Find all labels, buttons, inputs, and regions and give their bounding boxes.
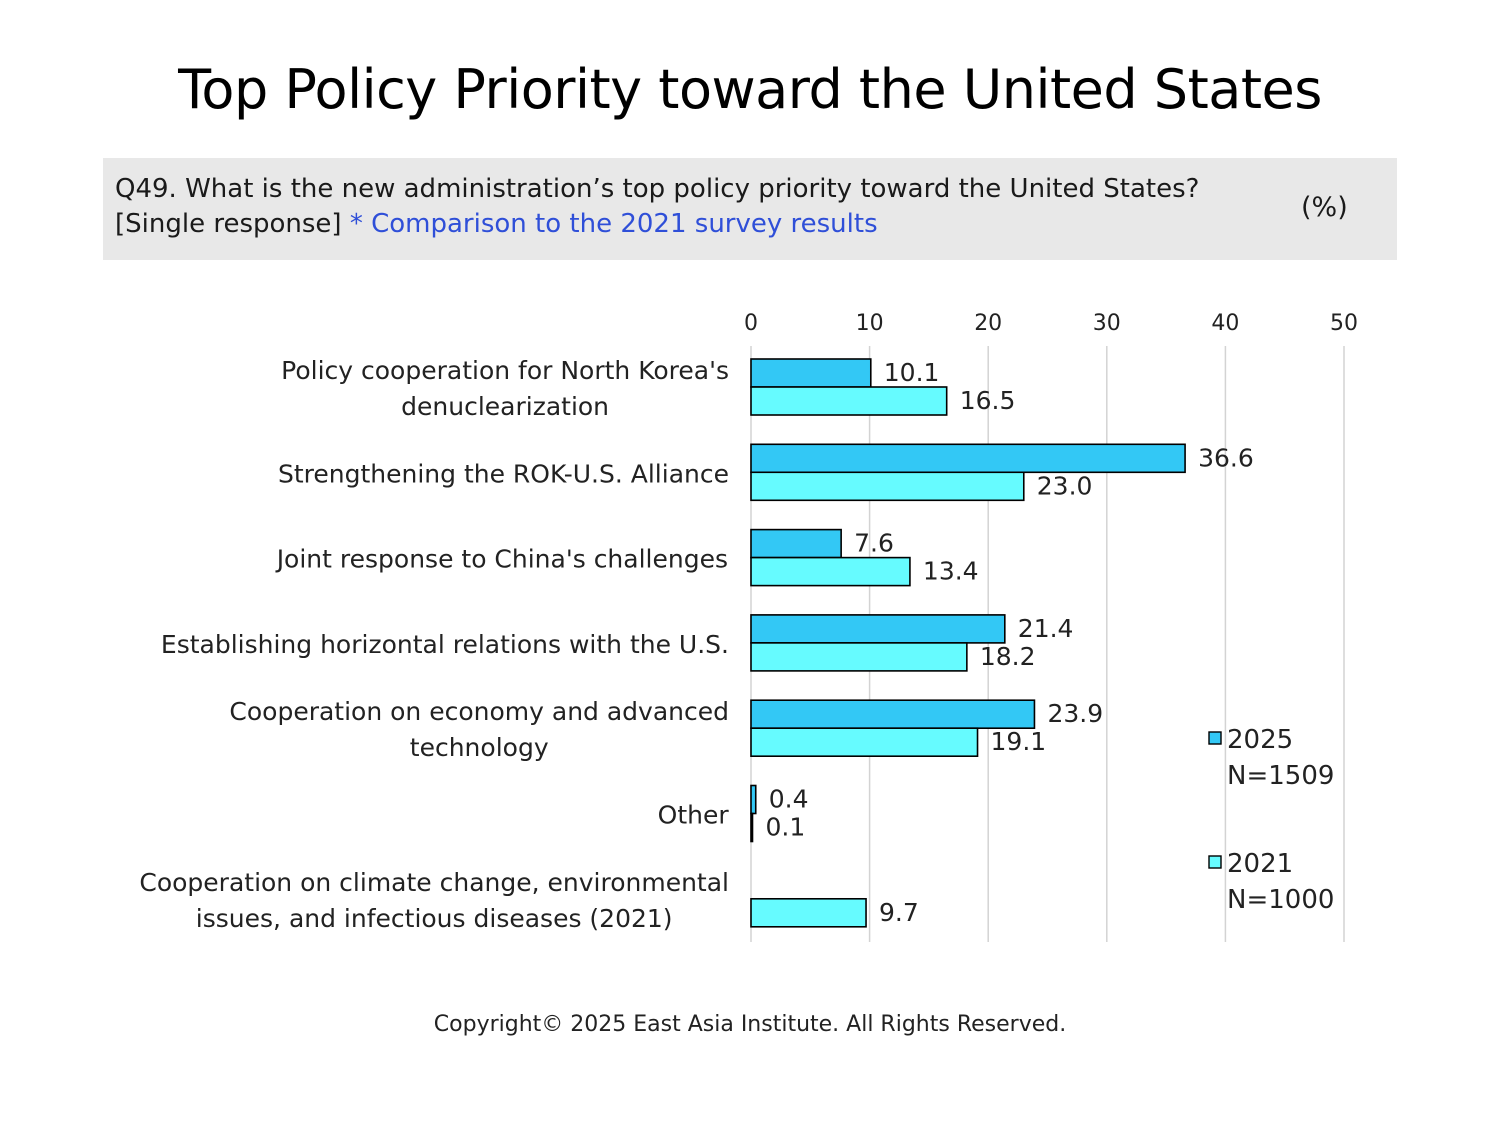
bar-2021 [750, 556, 911, 587]
data-label: 23.9 [1047, 699, 1103, 728]
data-label: 7.6 [854, 529, 894, 558]
category-labels: Policy cooperation for North Korea's denu… [139, 356, 729, 933]
bar-chart: 0 10 20 30 40 50 10.116.536.623.07.613.421.41… [139, 311, 1358, 942]
legend-swatch-2021 [1208, 855, 1222, 869]
bars: 10.1 16.5 36.6 23.0 7.6 13.4 21.418.2 23.919.1 0… [750, 358, 1254, 928]
category-label-line: issues, and infectious diseases (2021) [196, 904, 673, 933]
bar-2021 [750, 386, 948, 416]
legend-label: 2021 [1227, 849, 1293, 879]
category-label-line: Policy cooperation for North Korea's [281, 356, 729, 385]
data-label: 23.0 [1037, 471, 1093, 500]
bar-2021 [750, 897, 867, 928]
data-label: 21.4 [1018, 614, 1074, 643]
bar-2025 [750, 614, 1006, 644]
data-label: 36.6 [1198, 443, 1254, 472]
x-tick-label: 40 [1211, 311, 1239, 336]
data-label: 0.4 [769, 785, 809, 814]
x-tick-label: 10 [856, 311, 884, 336]
bar-2021 [750, 471, 1025, 502]
bar-2021 [750, 642, 968, 672]
question-box: Q49. What is the new administration’s to… [103, 158, 1397, 260]
legend-swatch-2025 [1208, 731, 1222, 745]
data-label: 0.1 [766, 813, 806, 842]
x-tick-label: 20 [974, 311, 1002, 336]
unit-label: (%) [1301, 192, 1348, 223]
category-label: Cooperation on climate change, environme… [139, 868, 729, 933]
bar-2021 [750, 812, 754, 843]
data-label: 16.5 [960, 386, 1016, 415]
question-text: Q49. What is the new administration’s to… [115, 174, 1200, 204]
category-label: Strengthening the ROK-U.S. Alliance [278, 459, 729, 488]
category-label: Cooperation on economy and advanced techn… [229, 697, 729, 762]
x-tick-label: 50 [1330, 311, 1358, 336]
bar-2025 [750, 358, 872, 388]
bar-2021 [750, 727, 979, 758]
category-label-line: Cooperation on climate change, environme… [139, 868, 729, 897]
bar-2025 [750, 528, 842, 559]
category-label: Establishing horizontal relations with t… [161, 630, 729, 659]
x-tick-label: 30 [1093, 311, 1121, 336]
legend-label: 2025 [1227, 725, 1293, 755]
category-label-line: Joint response to China's challenges [275, 545, 728, 574]
data-label: 10.1 [884, 358, 940, 387]
data-label: 18.2 [980, 642, 1036, 671]
comparison-note: * Comparison to the 2021 survey results [349, 209, 878, 239]
category-label-line: Cooperation on economy and advanced [229, 697, 729, 726]
data-label: 9.7 [879, 898, 919, 927]
category-label: Joint response to China's challenges [275, 545, 728, 574]
copyright-text: Copyright© 2025 East Asia Institute. All… [433, 1012, 1067, 1037]
category-label-line: technology [410, 733, 549, 762]
x-tick-label: 0 [744, 311, 758, 336]
data-label: 19.1 [991, 727, 1047, 756]
category-label-line: denuclearization [401, 392, 609, 421]
legend-sample-size: N=1000 [1227, 885, 1334, 915]
data-label: 13.4 [923, 557, 979, 586]
legend-sample-size: N=1509 [1227, 761, 1334, 791]
bar-2025 [750, 699, 1036, 730]
category-label-line: Other [658, 801, 730, 830]
category-label-line: Strengthening the ROK-U.S. Alliance [278, 459, 729, 488]
response-type: [Single response] [115, 209, 342, 239]
bar-2025 [750, 784, 757, 815]
legend: 2025 N=1509 2021 N=1000 [1208, 725, 1334, 915]
bar-2025 [750, 443, 1186, 474]
question-subline: [Single response] * Comparison to the 20… [115, 209, 878, 239]
category-label: Policy cooperation for North Korea's denu… [281, 356, 729, 421]
category-label-line: Establishing horizontal relations with t… [161, 630, 729, 659]
page-title: Top Policy Priority toward the United St… [178, 58, 1322, 121]
category-label: Other [658, 801, 730, 830]
x-axis-ticks: 0 10 20 30 40 50 [744, 311, 1358, 336]
